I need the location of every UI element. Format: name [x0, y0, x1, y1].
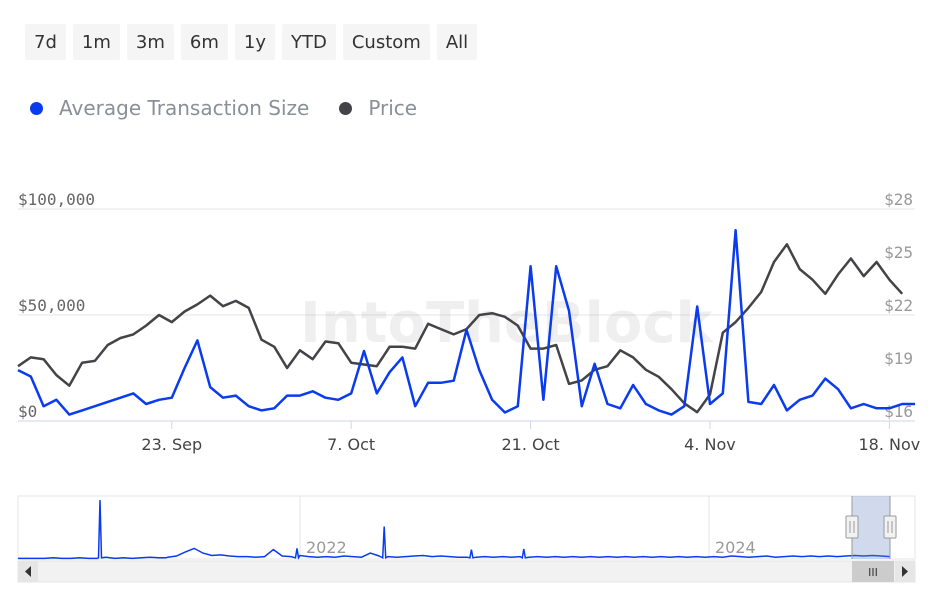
navigator-handle-right[interactable]	[883, 515, 897, 539]
y-right-tick-label: $25	[884, 243, 913, 262]
range-button-1y[interactable]: 1y	[234, 24, 275, 60]
series-line-price[interactable]	[17, 243, 904, 414]
y-left-tick-label: $50,000	[18, 296, 85, 315]
y-axis-right: $16$19$22$25$28	[884, 190, 913, 421]
legend-dot-icon	[339, 101, 353, 115]
y-right-tick-label: $19	[884, 349, 913, 368]
range-button-6m[interactable]: 6m	[180, 24, 228, 60]
legend-dot-icon	[30, 101, 43, 115]
x-tick-label: 4. Nov	[684, 435, 736, 454]
arrow-left-icon	[25, 566, 31, 577]
legend-item-average-transaction-size[interactable]: Average Transaction Size	[30, 96, 309, 120]
x-tick-label: 7. Oct	[327, 435, 375, 454]
range-button-1m[interactable]: 1m	[72, 24, 120, 60]
legend-item-price[interactable]: Price	[339, 96, 417, 120]
scrollbar-thumb[interactable]	[852, 561, 894, 582]
legend-label: Average Transaction Size	[59, 96, 310, 120]
scrollbar-grip-icon: III	[868, 566, 878, 579]
watermark-text: IntoTheBlock	[300, 291, 715, 356]
range-selector: 7d 1m 3m 6m 1y YTD Custom All	[25, 24, 478, 60]
chart-legend: Average Transaction Size Price	[30, 96, 417, 120]
scroll-right-button[interactable]	[895, 561, 915, 582]
x-tick-label: 23. Sep	[141, 435, 202, 454]
x-axis: 23. Sep 7. Oct 21. Oct 4. Nov 18. Nov	[141, 421, 920, 454]
navigator-frame	[17, 495, 916, 560]
navigator-line	[18, 499, 891, 560]
grid-lines	[18, 208, 915, 422]
y-left-tick-label: $0	[18, 402, 37, 421]
range-button-ytd[interactable]: YTD	[282, 24, 336, 60]
navigator-year-label: 2024	[715, 538, 756, 557]
navigator-series	[18, 499, 891, 560]
range-button-3m[interactable]: 3m	[126, 24, 174, 60]
range-button-7d[interactable]: 7d	[25, 24, 66, 60]
plot-series	[17, 228, 915, 416]
navigator-handle-left[interactable]	[845, 515, 859, 539]
legend-label: Price	[368, 96, 418, 120]
navigator[interactable]: 2022 2024	[17, 495, 916, 560]
x-tick-label: 21. Oct	[501, 435, 559, 454]
navigator-year-label: 2022	[306, 538, 347, 557]
x-tick-label: 18. Nov	[858, 435, 920, 454]
y-right-tick-label: $22	[884, 296, 913, 315]
series-line-average-transaction-size[interactable]	[17, 228, 915, 416]
y-right-tick-label: $28	[884, 190, 913, 209]
range-button-custom[interactable]: Custom	[342, 24, 430, 60]
y-left-tick-label: $100,000	[18, 190, 95, 209]
scroll-left-button[interactable]	[18, 561, 38, 582]
scrollbar[interactable]: III	[17, 560, 916, 583]
arrow-right-icon	[902, 566, 908, 577]
scrollbar-track[interactable]	[17, 560, 916, 583]
y-axis-left: $0 $50,000 $100,000	[18, 190, 95, 421]
range-button-all[interactable]: All	[436, 24, 478, 60]
